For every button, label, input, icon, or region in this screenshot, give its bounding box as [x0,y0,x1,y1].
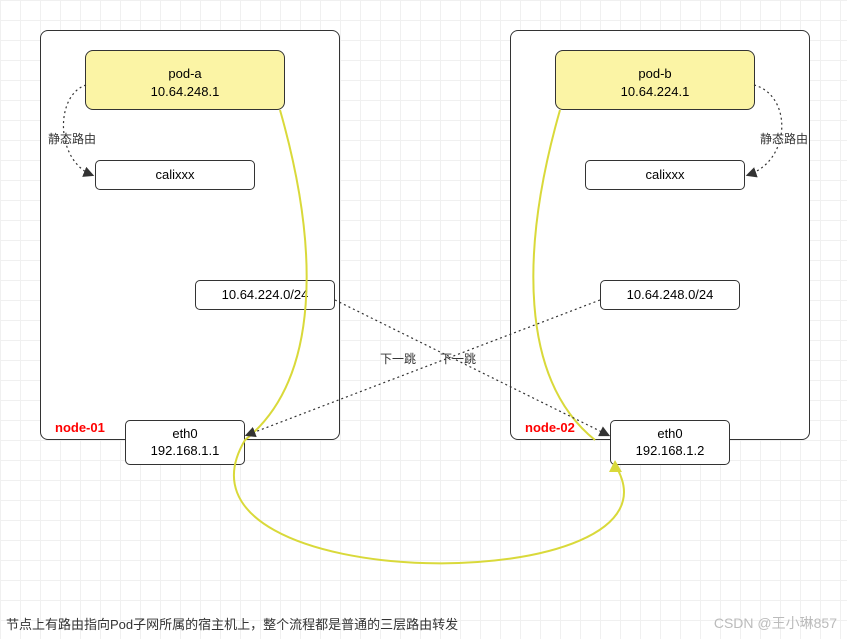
node1-eth-ip: 192.168.1.1 [151,443,220,460]
pod-a-name: pod-a [86,65,284,83]
node1-subnet-text: 10.64.224.0/24 [222,287,309,304]
node1-eth-box: eth0 192.168.1.1 [125,420,245,465]
pod-a-box: pod-a 10.64.248.1 [85,50,285,110]
node1-subnet-box: 10.64.224.0/24 [195,280,335,310]
node2-subnet-text: 10.64.248.0/24 [627,287,714,304]
watermark-text: CSDN @王小琳857 [714,613,837,633]
node2-eth-ip: 192.168.1.2 [636,443,705,460]
node2-cali-text: calixxx [645,167,684,184]
node2-subnet-box: 10.64.248.0/24 [600,280,740,310]
pod-b-ip: 10.64.224.1 [556,83,754,101]
node1-route-label: 静态路由 [48,130,96,147]
node1-eth-name: eth0 [172,426,197,443]
pod-a-ip: 10.64.248.1 [86,83,284,101]
node1-cali-box: calixxx [95,160,255,190]
next-hop-label-2: 下一跳 [440,350,476,367]
node1-cali-text: calixxx [155,167,194,184]
node2-eth-box: eth0 192.168.1.2 [610,420,730,465]
node2-label: node-02 [525,420,575,435]
node2-cali-box: calixxx [585,160,745,190]
next-hop-label-1: 下一跳 [380,350,416,367]
pod-b-name: pod-b [556,65,754,83]
diagram-canvas: pod-a 10.64.248.1 pod-b 10.64.224.1 cali… [0,0,847,639]
node1-label: node-01 [55,420,105,435]
pod-b-box: pod-b 10.64.224.1 [555,50,755,110]
node2-route-label: 静态路由 [760,130,808,147]
node2-eth-name: eth0 [657,426,682,443]
footer-text: 节点上有路由指向Pod子网所属的宿主机上，整个流程都是普通的三层路由转发 [6,614,458,633]
